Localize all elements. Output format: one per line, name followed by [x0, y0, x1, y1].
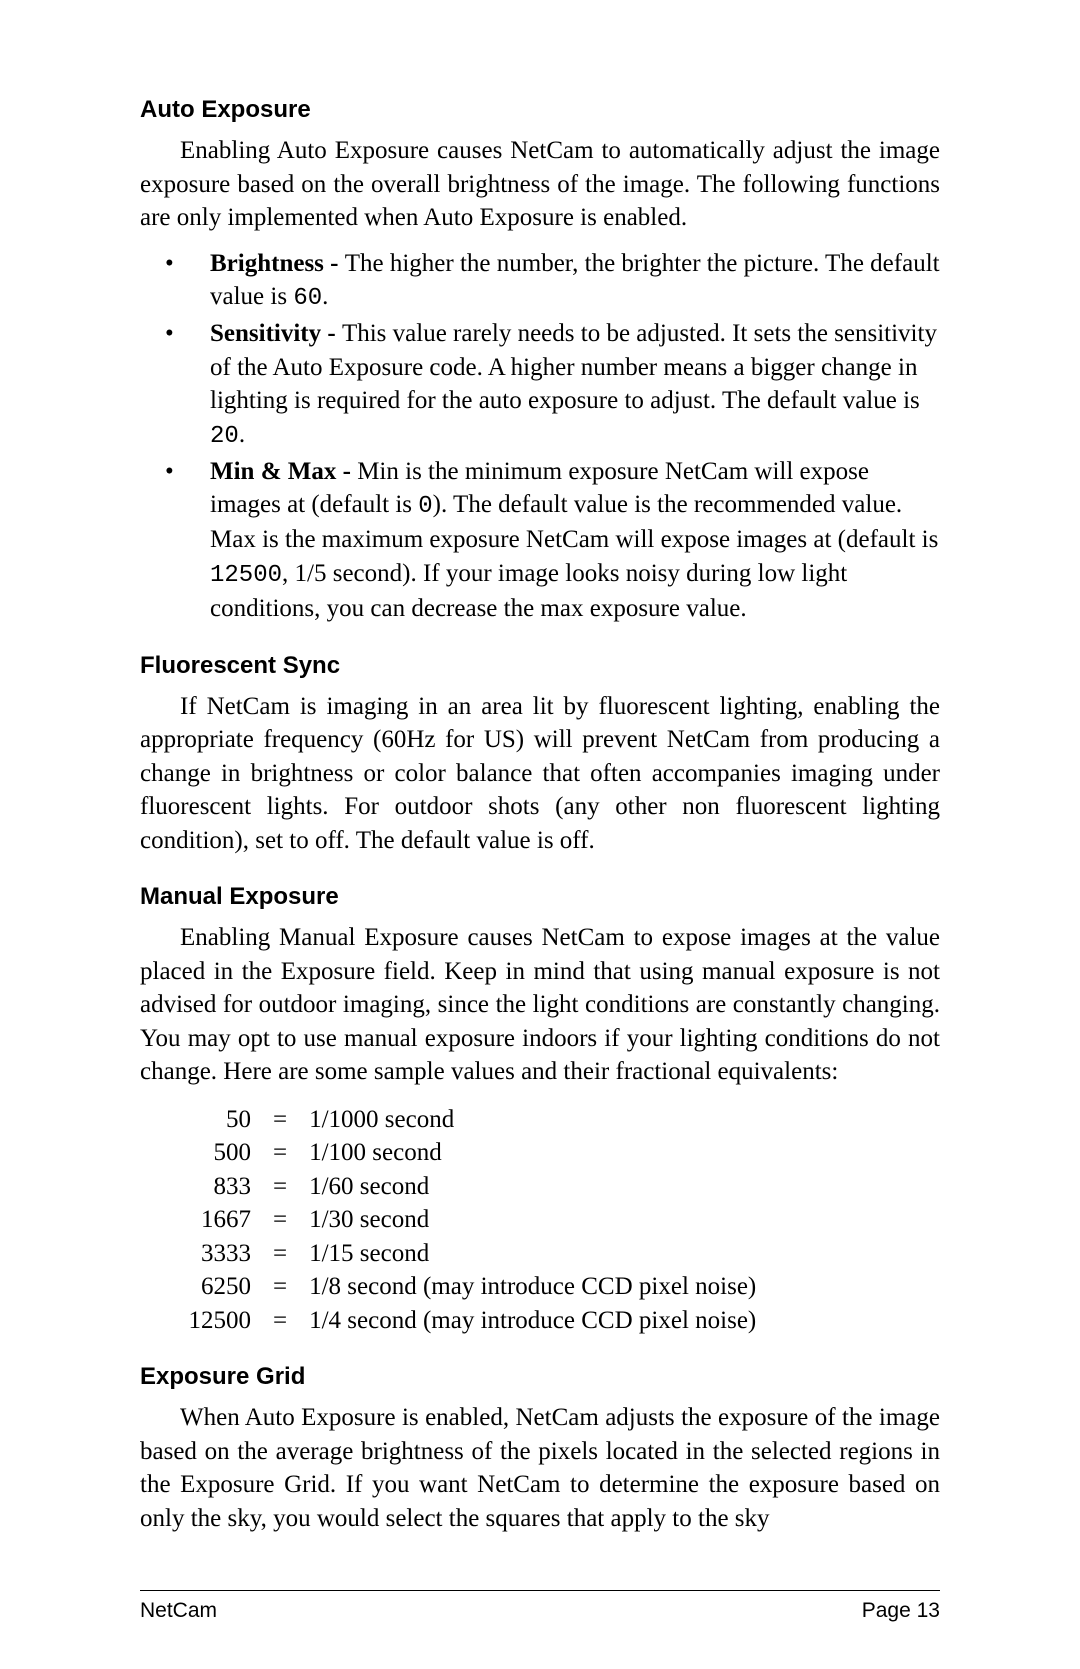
- bullet-list-auto-exposure: Brightness - The higher the number, the …: [140, 247, 940, 626]
- heading-fluorescent-sync: Fluorescent Sync: [140, 652, 940, 680]
- equals-sign: =: [265, 1237, 295, 1271]
- bullet-label: Min & Max -: [210, 458, 357, 485]
- equals-sign: =: [265, 1304, 295, 1338]
- mono-value: 12500: [210, 562, 282, 589]
- exposure-value: 1667: [185, 1203, 265, 1237]
- bullet-label: Sensitivity -: [210, 320, 342, 347]
- table-row: 6250=1/8 second (may introduce CCD pixel…: [185, 1270, 756, 1304]
- bullet-label: Brightness -: [210, 250, 345, 277]
- para-exposure-grid: When Auto Exposure is enabled, NetCam ad…: [140, 1401, 940, 1535]
- table-row: 50=1/1000 second: [185, 1103, 756, 1137]
- exposure-value: 50: [185, 1103, 265, 1137]
- exposure-value: 12500: [185, 1304, 265, 1338]
- bullet-min-max: Min & Max - Min is the minimum exposure …: [140, 455, 940, 626]
- equals-sign: =: [265, 1103, 295, 1137]
- exposure-fraction: 1/60 second: [295, 1170, 756, 1204]
- bullet-brightness: Brightness - The higher the number, the …: [140, 247, 940, 316]
- exposure-fraction: 1/15 second: [295, 1237, 756, 1271]
- footer-left: NetCam: [140, 1599, 217, 1623]
- table-row: 833=1/60 second: [185, 1170, 756, 1204]
- exposure-fraction: 1/1000 second: [295, 1103, 756, 1137]
- mono-value: 60: [293, 285, 322, 312]
- equals-sign: =: [265, 1203, 295, 1237]
- exposure-fraction: 1/8 second (may introduce CCD pixel nois…: [295, 1270, 756, 1304]
- exposure-value: 3333: [185, 1237, 265, 1271]
- bullet-text: , 1/5 second). If your image looks noisy…: [210, 560, 847, 622]
- table-row: 12500=1/4 second (may introduce CCD pixe…: [185, 1304, 756, 1338]
- heading-manual-exposure: Manual Exposure: [140, 883, 940, 911]
- bullet-text: .: [239, 421, 245, 448]
- exposure-value: 6250: [185, 1270, 265, 1304]
- exposure-table: 50=1/1000 second 500=1/100 second 833=1/…: [185, 1103, 756, 1338]
- bullet-sensitivity: Sensitivity - This value rarely needs to…: [140, 317, 940, 453]
- equals-sign: =: [265, 1136, 295, 1170]
- equals-sign: =: [265, 1170, 295, 1204]
- page-footer: NetCam Page 13: [140, 1590, 940, 1623]
- heading-auto-exposure: Auto Exposure: [140, 96, 940, 124]
- para-auto-exposure: Enabling Auto Exposure causes NetCam to …: [140, 134, 940, 235]
- table-row: 3333=1/15 second: [185, 1237, 756, 1271]
- footer-right: Page 13: [862, 1599, 940, 1623]
- para-fluorescent-sync: If NetCam is imaging in an area lit by f…: [140, 690, 940, 858]
- exposure-fraction: 1/4 second (may introduce CCD pixel nois…: [295, 1304, 756, 1338]
- equals-sign: =: [265, 1270, 295, 1304]
- mono-value: 20: [210, 423, 239, 450]
- mono-value: 0: [418, 493, 432, 520]
- exposure-fraction: 1/100 second: [295, 1136, 756, 1170]
- exposure-value: 500: [185, 1136, 265, 1170]
- exposure-fraction: 1/30 second: [295, 1203, 756, 1237]
- table-row: 1667=1/30 second: [185, 1203, 756, 1237]
- heading-exposure-grid: Exposure Grid: [140, 1363, 940, 1391]
- para-manual-exposure: Enabling Manual Exposure causes NetCam t…: [140, 921, 940, 1089]
- table-row: 500=1/100 second: [185, 1136, 756, 1170]
- exposure-value: 833: [185, 1170, 265, 1204]
- bullet-text: .: [322, 283, 328, 310]
